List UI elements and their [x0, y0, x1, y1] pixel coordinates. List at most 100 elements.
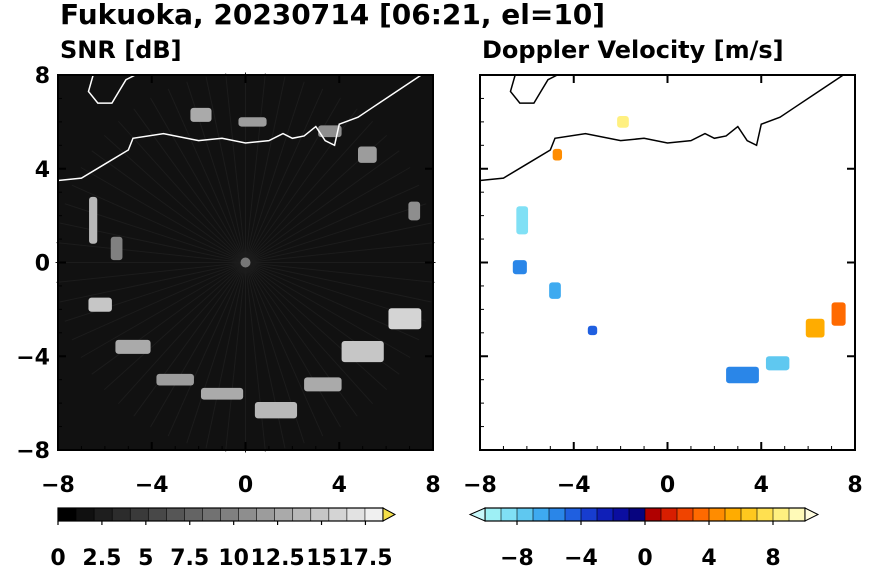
colorbar-segment	[693, 508, 710, 521]
x-tick-label: 4	[754, 473, 769, 498]
colorbar-segment	[94, 508, 113, 521]
colorbar-segment	[677, 508, 694, 521]
colorbar-extend-max	[382, 507, 397, 522]
noise-ray	[245, 262, 341, 428]
echo-cluster	[388, 308, 422, 330]
colorbar-segment	[76, 508, 95, 521]
echo-cluster	[341, 341, 384, 363]
echo-cluster	[587, 325, 598, 336]
colorbar-extend-max	[804, 507, 820, 522]
radar-site-marker	[240, 257, 251, 268]
noise-ray	[59, 262, 246, 303]
colorbar-tick-label: 5	[138, 546, 153, 570]
plot-background	[480, 75, 855, 450]
noise-ray	[133, 262, 246, 417]
echo-cluster	[200, 387, 244, 400]
echo-cluster	[318, 125, 342, 138]
noise-ray	[56, 242, 246, 263]
echo-cluster	[304, 377, 342, 392]
echo-cluster	[552, 148, 563, 161]
noise-ray	[245, 81, 305, 263]
colorbar-tick-label: 10	[218, 546, 249, 570]
colorbar-segment	[274, 508, 294, 521]
colorbar-segment	[501, 508, 518, 521]
echo-cluster	[156, 373, 194, 386]
noise-ray	[245, 262, 388, 391]
x-tick-label: −4	[557, 473, 591, 498]
noise-ray	[167, 262, 246, 437]
noise-ray	[186, 262, 246, 444]
colorbar-segment	[709, 508, 726, 521]
colorbar-segment	[549, 508, 566, 521]
x-tick-label: 8	[425, 473, 440, 498]
colorbar-segment	[112, 508, 131, 521]
x-tick-label: 4	[332, 473, 347, 498]
noise-ray	[103, 134, 246, 263]
echo-cluster	[726, 366, 759, 384]
colorbar-segment	[58, 508, 77, 521]
colorbar-segment	[517, 508, 534, 521]
echo-cluster	[254, 401, 298, 419]
echo-layer	[512, 116, 846, 384]
colorbar-segment	[238, 508, 258, 521]
colorbar-tick-label: 0	[637, 546, 652, 570]
echo-cluster	[190, 107, 212, 122]
echo-cluster	[512, 260, 527, 275]
x-tick-label: 8	[847, 473, 862, 498]
noise-ray	[117, 120, 246, 263]
y-tick-label: 8	[35, 64, 50, 89]
echo-cluster	[549, 282, 561, 299]
x-tick-label: −8	[41, 473, 75, 498]
colorbar-segment	[130, 508, 149, 521]
noise-ray	[245, 262, 324, 437]
colorbar-tick-label: 12.5	[250, 546, 304, 570]
echo-cluster	[110, 236, 123, 261]
echo-cluster	[765, 356, 790, 371]
noise-ray	[245, 262, 435, 283]
colorbar-tick-label: 2.5	[82, 546, 121, 570]
colorbar-tick-label: −4	[564, 546, 598, 570]
x-tick-label: −8	[463, 473, 497, 498]
noise-ray	[225, 262, 246, 452]
colorbar-segment	[741, 508, 758, 521]
colorbar-tick-label: 17.5	[338, 546, 392, 570]
snr-panel-title: SNR [dB]	[60, 36, 182, 64]
echo-cluster	[831, 302, 846, 326]
colorbar-segment	[485, 508, 502, 521]
noise-ray	[117, 262, 246, 405]
doppler-colorbar: −8 −4 0 4 8	[468, 507, 820, 570]
x-tick-label: 0	[238, 473, 253, 498]
noise-ray	[245, 88, 324, 263]
noise-ray	[245, 203, 427, 263]
noise-ray	[245, 73, 266, 263]
colorbar-tick-label: −8	[500, 546, 534, 570]
x-tick-label: −4	[135, 473, 169, 498]
noise-ray	[245, 97, 341, 263]
coastline	[509, 75, 558, 104]
colorbar-segment	[565, 508, 582, 521]
noise-ray	[245, 242, 435, 263]
snr-colorbar: 0 2.5 5 7.5 10 12.5 15 17.5	[50, 507, 397, 570]
noise-ray	[91, 262, 246, 375]
colorbar-tick-label: 15	[306, 546, 337, 570]
noise-ray	[103, 262, 246, 391]
noise-ray	[71, 262, 246, 341]
noise-ray	[80, 262, 246, 358]
echo-cluster	[358, 146, 377, 163]
noise-ray	[245, 262, 432, 303]
coastline	[58, 75, 422, 182]
noise-ray	[71, 184, 246, 263]
y-tick-label: 4	[35, 158, 50, 183]
noise-ray	[225, 73, 246, 263]
noise-ray	[205, 76, 246, 263]
colorbar-segment	[757, 508, 774, 521]
noise-ray	[150, 97, 246, 263]
noise-ray	[245, 222, 432, 263]
colorbar-segment	[220, 508, 240, 521]
noise-ray	[245, 150, 400, 263]
y-tick-label: −8	[16, 439, 50, 464]
coastline	[87, 75, 136, 104]
noise-ray	[91, 150, 246, 263]
echo-cluster	[516, 206, 529, 235]
